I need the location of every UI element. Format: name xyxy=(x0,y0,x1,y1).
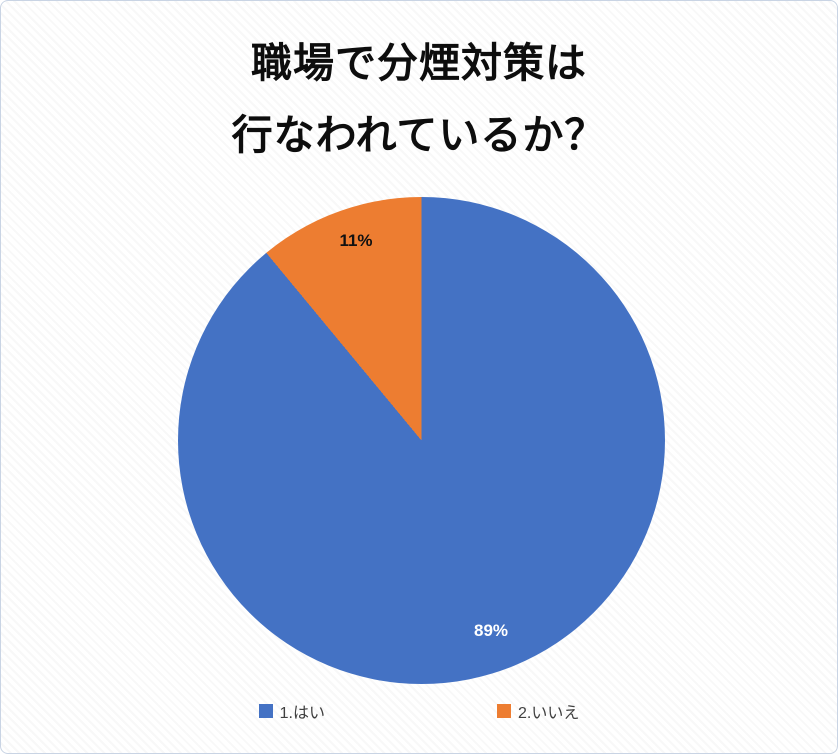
legend-label-no: 2.いいえ xyxy=(518,705,580,722)
chart-title-line-1: 職場で分煙対策は xyxy=(251,40,587,86)
chart-legend: 1.はい 2.いいえ xyxy=(1,699,837,723)
pie-slice-label-no: 11% xyxy=(339,231,373,250)
chart-title-line-2: 行なわれているか？ xyxy=(231,112,607,158)
pie-slice-label-yes: 89% xyxy=(473,621,509,640)
chart-title: 職場で分煙対策は 行なわれているか？ xyxy=(1,27,837,171)
legend-swatch-no-icon xyxy=(497,704,511,718)
legend-swatch-yes-icon xyxy=(258,704,273,718)
pie-chart: 11% 89% xyxy=(178,197,665,684)
legend-item-yes: 1.はい xyxy=(258,699,325,723)
legend-item-no: 2.いいえ xyxy=(497,699,579,723)
legend-label-yes: 1.はい xyxy=(279,705,325,722)
